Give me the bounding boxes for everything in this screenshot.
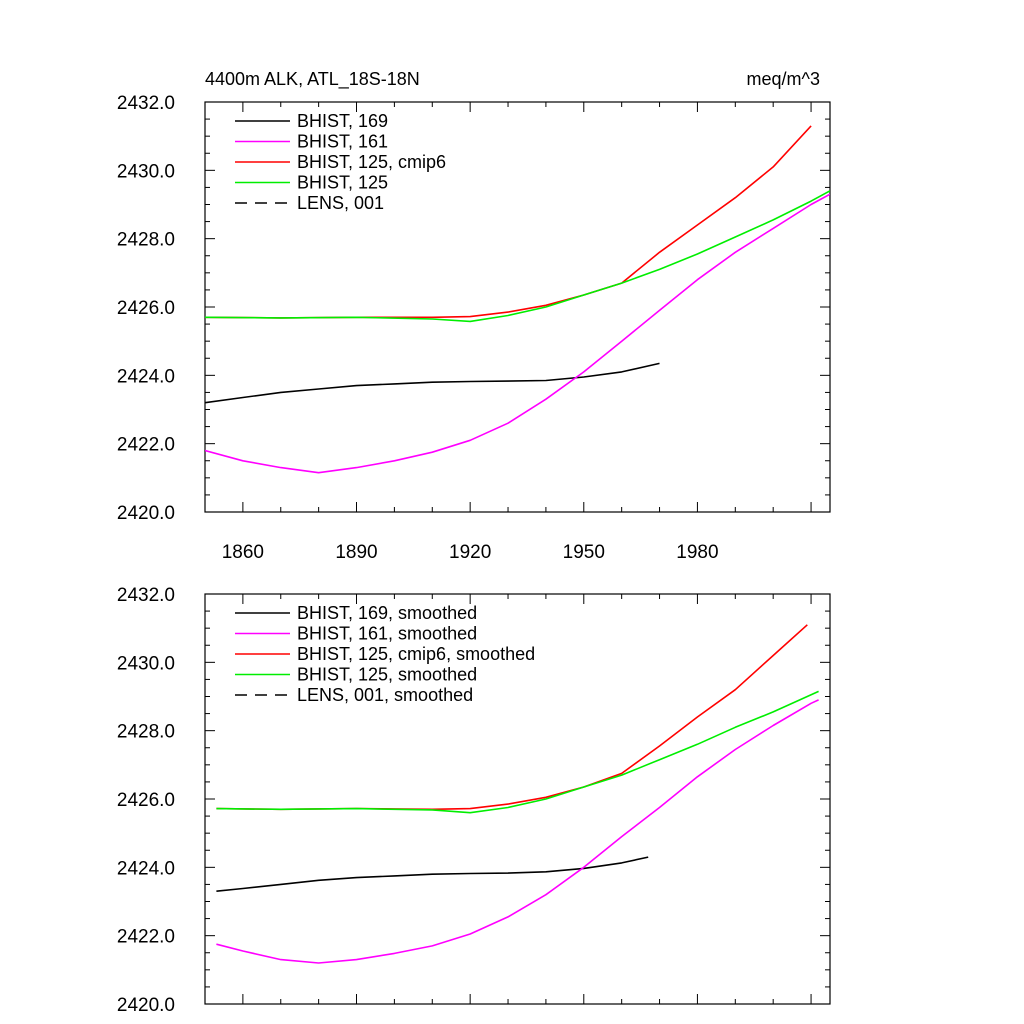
series-line-3 [205, 125, 812, 319]
y-tick-label: 2424.0 [117, 858, 175, 879]
y-tick-label: 2426.0 [117, 790, 175, 811]
y-tick-label: 2420.0 [117, 995, 175, 1016]
legend-label: LENS, 001 [297, 193, 384, 213]
y-tick-label: 2432.0 [117, 93, 175, 114]
series-line-2 [216, 699, 819, 964]
x-tick-label: 1860 [222, 542, 264, 563]
x-tick-label: 1980 [676, 542, 718, 563]
series-line-4 [216, 690, 819, 814]
y-tick-label: 2428.0 [117, 722, 175, 743]
plot-panel-2: 2420.0 2422.0 2424.0 2426.0 2428.0 2430.0 2432… [117, 585, 831, 1016]
legend-label: BHIST, 161, smoothed [297, 624, 477, 644]
legend-label: LENS, 001, smoothed [297, 685, 473, 705]
legend-label: BHIST, 169, smoothed [297, 603, 477, 623]
legend-label: BHIST, 125, smoothed [297, 665, 477, 685]
series-line-2 [205, 193, 830, 474]
legend-label: BHIST, 161 [297, 132, 388, 152]
series-line-1 [205, 362, 660, 404]
plot-panel-1: 2420.0 2422.0 2424.0 2426.0 2428.0 2430.0 2432… [117, 69, 831, 563]
legend-label: BHIST, 125, cmip6, smoothed [297, 644, 535, 664]
legend-label: BHIST, 169 [297, 111, 388, 131]
y-tick-label: 2426.0 [117, 298, 175, 319]
series-line-4 [205, 190, 830, 323]
series-line-1 [216, 856, 649, 892]
y-tick-label: 2422.0 [117, 927, 175, 948]
legend-label: BHIST, 125, cmip6 [297, 152, 446, 172]
y-tick-label: 2430.0 [117, 653, 175, 674]
y-tick-label: 2422.0 [117, 435, 175, 456]
legend-label: BHIST, 125 [297, 173, 388, 193]
x-tick-label: 1920 [449, 542, 491, 563]
y-tick-label: 2420.0 [117, 503, 175, 524]
y-tick-label: 2424.0 [117, 366, 175, 387]
chart-title: 4400m ALK, ATL_18S-18N [205, 69, 420, 90]
x-tick-label: 1890 [335, 542, 377, 563]
y-tick-label: 2430.0 [117, 161, 175, 182]
units-label: meq/m^3 [747, 69, 820, 89]
x-tick-label: 1950 [563, 542, 605, 563]
y-tick-label: 2428.0 [117, 230, 175, 251]
y-tick-label: 2432.0 [117, 585, 175, 606]
